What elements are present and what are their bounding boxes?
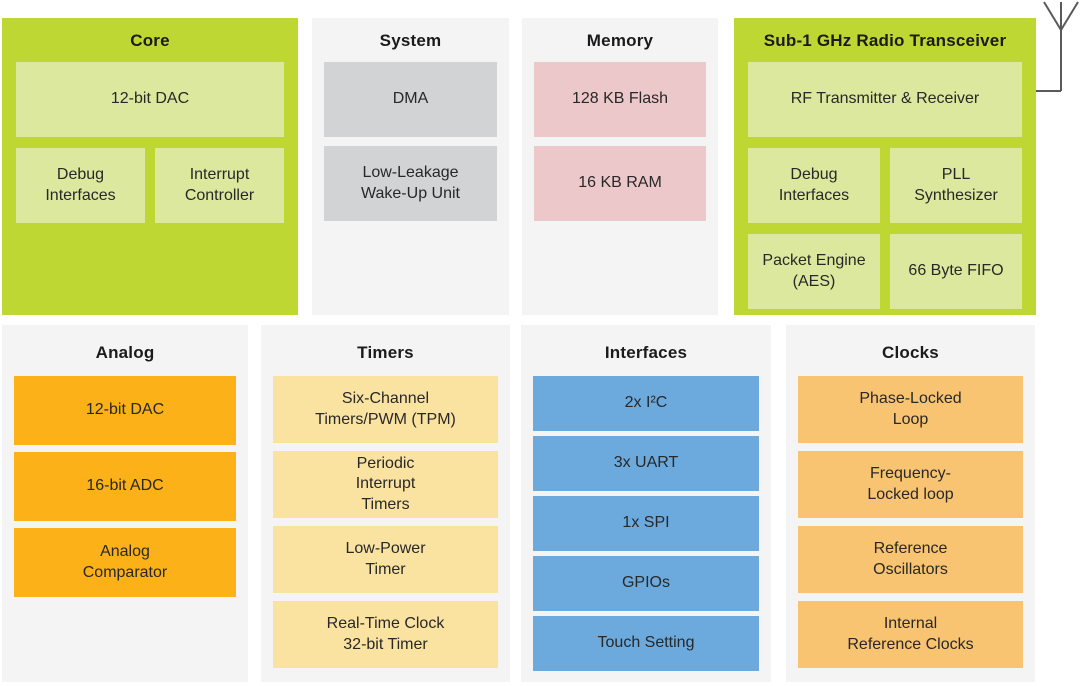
timers-rtc-block: Real-Time Clock 32-bit Timer [273, 601, 498, 668]
interfaces-touch-setting-block: Touch Setting [533, 616, 759, 671]
clocks-pll-block: Phase-Locked Loop [798, 376, 1023, 443]
clocks-reference-oscillators-block: Reference Oscillators [798, 526, 1023, 593]
interfaces-spi-block: 1x SPI [533, 496, 759, 551]
interfaces-panel: Interfaces 2x I²C 3x UART 1x SPI GPIOs T… [521, 325, 771, 682]
system-dma-block: DMA [324, 62, 497, 137]
interfaces-i2c-block: 2x I²C [533, 376, 759, 431]
core-panel: Core 12-bit DAC Debug Interfaces Interru… [2, 18, 298, 315]
interfaces-uart-block: 3x UART [533, 436, 759, 491]
radio-debug-interfaces-block: Debug Interfaces [748, 148, 880, 223]
clocks-internal-reference-block: Internal Reference Clocks [798, 601, 1023, 668]
memory-panel: Memory 128 KB Flash 16 KB RAM [522, 18, 718, 315]
core-debug-interfaces-block: Debug Interfaces [16, 148, 145, 223]
system-panel: System DMA Low-Leakage Wake-Up Unit [312, 18, 509, 315]
radio-panel-body: RF Transmitter & Receiver Debug Interfac… [734, 62, 1036, 322]
core-panel-title: Core [130, 31, 170, 50]
timers-panel-title: Timers [357, 343, 414, 362]
core-subrow: Debug Interfaces Interrupt Controller [16, 148, 284, 223]
system-wakeup-unit-block: Low-Leakage Wake-Up Unit [324, 146, 497, 221]
system-panel-body: DMA Low-Leakage Wake-Up Unit [312, 62, 509, 315]
memory-panel-title: Memory [586, 31, 654, 50]
interfaces-panel-title: Interfaces [604, 343, 688, 362]
radio-rf-transmitter-receiver-block: RF Transmitter & Receiver [748, 62, 1022, 137]
memory-ram-block: 16 KB RAM [534, 146, 706, 221]
analog-adc-block: 16-bit ADC [14, 452, 236, 521]
memory-panel-body: 128 KB Flash 16 KB RAM [522, 62, 718, 315]
clocks-panel: Clocks Phase-Locked Loop Frequency- Lock… [786, 325, 1035, 682]
radio-packet-engine-block: Packet Engine (AES) [748, 234, 880, 309]
antenna-icon [1036, 1, 1079, 92]
system-panel-title: System [379, 31, 442, 50]
timers-periodic-interrupt-block: Periodic Interrupt Timers [273, 451, 498, 518]
interfaces-panel-body: 2x I²C 3x UART 1x SPI GPIOs Touch Settin… [521, 376, 771, 684]
core-dac-block: 12-bit DAC [16, 62, 284, 137]
radio-subrow-2: Packet Engine (AES) 66 Byte FIFO [748, 234, 1022, 309]
analog-dac-block: 12-bit DAC [14, 376, 236, 445]
timers-low-power-timer-block: Low-Power Timer [273, 526, 498, 593]
radio-transceiver-panel: Sub-1 GHz Radio Transceiver RF Transmitt… [734, 18, 1036, 315]
radio-pll-synthesizer-block: PLL Synthesizer [890, 148, 1022, 223]
clocks-fll-block: Frequency- Locked loop [798, 451, 1023, 518]
interfaces-gpio-block: GPIOs [533, 556, 759, 611]
timers-panel-body: Six-Channel Timers/PWM (TPM) Periodic In… [261, 376, 510, 682]
core-interrupt-controller-block: Interrupt Controller [155, 148, 284, 223]
clocks-panel-body: Phase-Locked Loop Frequency- Locked loop… [786, 376, 1035, 682]
analog-panel: Analog 12-bit DAC 16-bit ADC Analog Comp… [2, 325, 248, 682]
core-panel-body: 12-bit DAC Debug Interfaces Interrupt Co… [2, 62, 298, 315]
radio-subrow-1: Debug Interfaces PLL Synthesizer [748, 148, 1022, 223]
clocks-panel-title: Clocks [882, 343, 939, 362]
memory-flash-block: 128 KB Flash [534, 62, 706, 137]
analog-panel-body: 12-bit DAC 16-bit ADC Analog Comparator [2, 376, 248, 682]
analog-panel-title: Analog [95, 343, 155, 362]
radio-fifo-block: 66 Byte FIFO [890, 234, 1022, 309]
analog-comparator-block: Analog Comparator [14, 528, 236, 597]
radio-panel-title: Sub-1 GHz Radio Transceiver [763, 31, 1007, 50]
timers-panel: Timers Six-Channel Timers/PWM (TPM) Peri… [261, 325, 510, 682]
timers-tpm-block: Six-Channel Timers/PWM (TPM) [273, 376, 498, 443]
